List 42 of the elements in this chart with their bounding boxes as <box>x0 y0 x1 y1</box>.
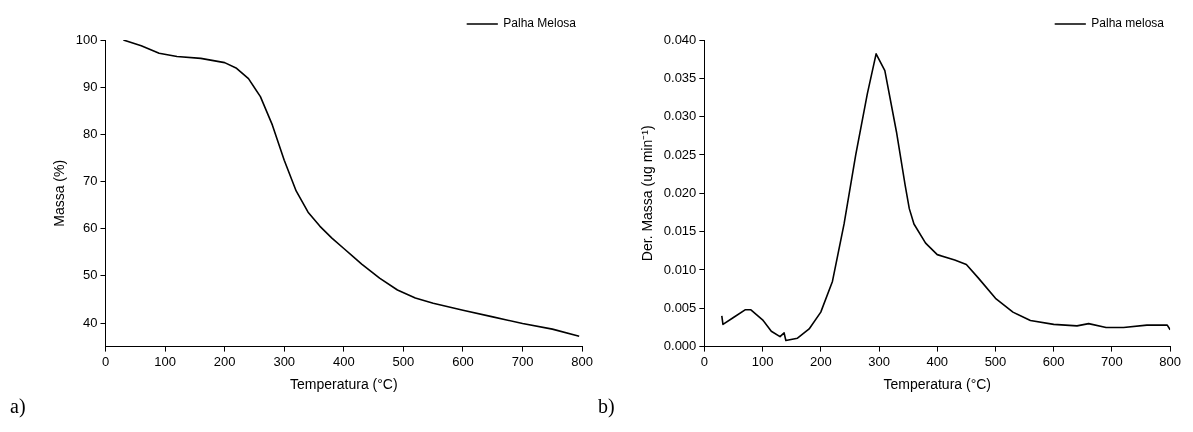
x-tick-label: 700 <box>1101 353 1123 369</box>
text: b) <box>598 395 615 419</box>
x-axis-title: Temperatura (°C) <box>290 376 398 393</box>
y-axis-title: Der. Massa (ug min⁻¹) <box>639 125 656 262</box>
y-tick-label: 0.025 <box>663 146 697 162</box>
legend-label: Palha melosa <box>1091 16 1165 31</box>
x-tick-label: 800 <box>1159 353 1182 369</box>
y-tick-label: 80 <box>83 125 98 141</box>
x-tick-label: 800 <box>571 353 594 369</box>
y-axis-title: Massa (%) <box>51 159 68 227</box>
x-tick-label: 600 <box>1042 353 1065 369</box>
y-tick-label: 60 <box>83 220 98 236</box>
x-tick-label: 0 <box>101 353 110 369</box>
x-tick-label: 400 <box>926 353 949 369</box>
y-tick-label: 0.040 <box>663 31 697 47</box>
x-tick-label: 300 <box>868 353 890 369</box>
y-tick-label: 0.035 <box>663 69 697 85</box>
y-tick-label: 70 <box>83 173 98 189</box>
x-tick-label: 500 <box>392 353 415 369</box>
y-tick-label: 0.015 <box>663 223 697 239</box>
x-tick-label: 200 <box>213 353 236 369</box>
x-tick-label: 200 <box>809 353 832 369</box>
x-tick-label: 100 <box>751 353 774 369</box>
y-tick-label: 90 <box>83 78 98 94</box>
y-tick-label: 50 <box>83 267 98 283</box>
x-tick-label: 100 <box>154 353 176 369</box>
x-tick-label: 700 <box>511 353 534 369</box>
y-tick-label: 0.000 <box>663 338 697 354</box>
legend-label: Palha Melosa <box>503 16 577 31</box>
x-tick-label: 500 <box>984 353 1007 369</box>
x-tick-label: 400 <box>332 353 355 369</box>
y-tick-label: 0.010 <box>663 261 697 277</box>
y-tick-label: 40 <box>83 314 98 330</box>
x-axis-title: Temperatura (°C) <box>883 376 991 393</box>
y-tick-label: 0.030 <box>663 108 697 124</box>
text: a) <box>10 395 26 419</box>
y-tick-label: 0.005 <box>663 299 697 315</box>
x-tick-label: 600 <box>452 353 474 369</box>
y-tick-label: 0.020 <box>663 184 697 200</box>
y-tick-label: 100 <box>75 31 98 47</box>
x-tick-label: 300 <box>273 353 296 369</box>
x-tick-label: 0 <box>700 353 708 369</box>
